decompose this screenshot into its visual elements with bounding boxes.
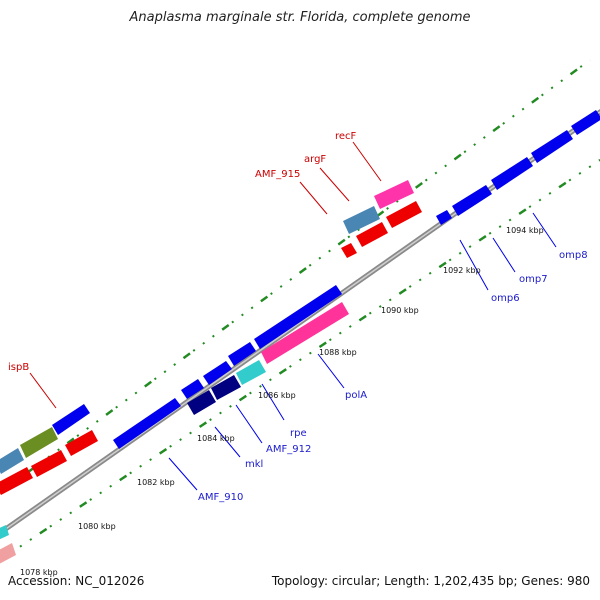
- gene-block[interactable]: [203, 361, 232, 385]
- scale-label-1082: 1082 kbp: [137, 478, 175, 487]
- gene-block[interactable]: [31, 450, 67, 477]
- gene-label-mkl[interactable]: mkl: [245, 459, 263, 470]
- forward-genes: [52, 110, 600, 449]
- scale-label-1092: 1092 kbp: [443, 266, 481, 275]
- gene-olive-block[interactable]: [20, 427, 58, 458]
- reverse-genes: [0, 201, 422, 495]
- scale-label-1078: 1078 kbp: [20, 568, 58, 577]
- gene-omp6-block[interactable]: [452, 185, 492, 216]
- gene-argf-block[interactable]: [356, 222, 388, 247]
- gene-steel-left[interactable]: [0, 448, 24, 474]
- gene-ispb-block[interactable]: [52, 404, 90, 435]
- gene-omp8-block[interactable]: [531, 130, 573, 163]
- scale-label-1080: 1080 kbp: [78, 522, 116, 531]
- gene-block[interactable]: [436, 210, 452, 225]
- gene-label-recf[interactable]: recF: [335, 131, 357, 142]
- gene-label-rpe[interactable]: rpe: [290, 428, 307, 439]
- gene-label-pola[interactable]: polA: [345, 390, 367, 401]
- scale-label-1090: 1090 kbp: [381, 306, 419, 315]
- gene-recf-block[interactable]: [374, 180, 414, 209]
- gene-salmon-block[interactable]: [0, 543, 16, 564]
- gene-block[interactable]: [228, 342, 256, 366]
- gene-rpe-block[interactable]: [236, 360, 266, 385]
- scale-label-1088: 1088 kbp: [319, 348, 357, 357]
- gene-label-ispb[interactable]: ispB: [8, 362, 29, 373]
- scale-label-1084: 1084 kbp: [197, 434, 235, 443]
- gene-omp7-block[interactable]: [491, 157, 533, 190]
- gene-label-argf[interactable]: argF: [304, 154, 326, 165]
- gene-amf912-block[interactable]: [211, 375, 241, 400]
- gene-amf915-block[interactable]: [343, 206, 380, 234]
- gene-block[interactable]: [571, 110, 600, 135]
- gene-cyan-left[interactable]: [0, 525, 9, 540]
- gene-label-omp6[interactable]: omp6: [491, 293, 520, 304]
- gene-amf910-block[interactable]: [113, 398, 181, 449]
- gene-label-omp8[interactable]: omp8: [559, 250, 588, 261]
- outer-tick-row: [0, 59, 591, 494]
- gene-block[interactable]: [0, 467, 33, 495]
- gene-label-amf915[interactable]: AMF_915: [255, 169, 300, 180]
- gene-block[interactable]: [386, 201, 422, 228]
- gene-block[interactable]: [341, 243, 357, 258]
- inner-tick-row: [0, 159, 600, 561]
- gene-label-amf910[interactable]: AMF_910: [198, 492, 243, 503]
- accession-text: Accession: NC_012026: [8, 574, 145, 588]
- gene-label-amf912[interactable]: AMF_912: [266, 444, 311, 455]
- scale-label-1094: 1094 kbp: [506, 226, 544, 235]
- gene-block[interactable]: [65, 430, 98, 456]
- gene-mkl-block[interactable]: [187, 390, 216, 415]
- gene-pola-block[interactable]: [254, 285, 342, 349]
- gene-pink-block[interactable]: [261, 302, 349, 364]
- scale-label-1086: 1086 kbp: [258, 391, 296, 400]
- genome-summary-text: Topology: circular; Length: 1,202,435 bp…: [271, 574, 590, 588]
- gene-label-omp7[interactable]: omp7: [519, 274, 548, 285]
- map-title: Anaplasma marginale str. Florida, comple…: [129, 10, 471, 25]
- label-connectors: [29, 141, 557, 491]
- gene-block[interactable]: [181, 379, 204, 399]
